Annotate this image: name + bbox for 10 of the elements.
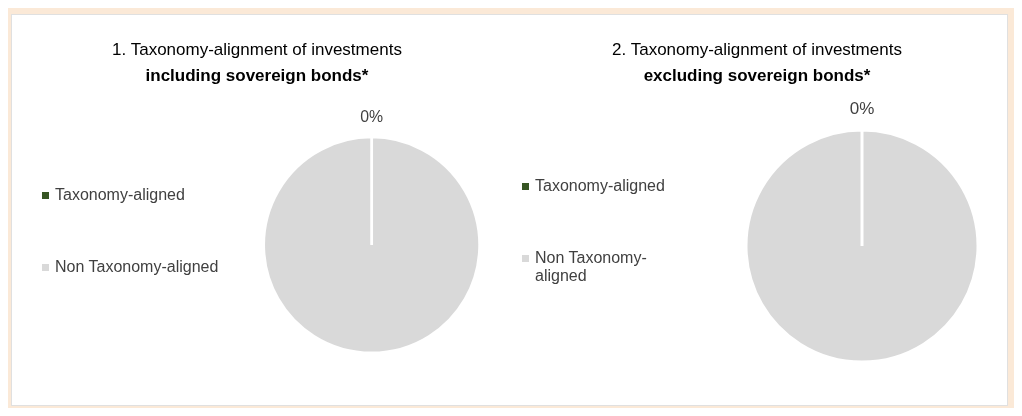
chart-subtitle: including sovereign bonds* — [144, 65, 370, 87]
chart-title: 1. Taxonomy-alignment of investments — [111, 39, 403, 61]
legend-label: Taxonomy-aligned — [535, 177, 665, 195]
legend-label: Non Taxonomy-aligned — [535, 249, 648, 285]
legend-label: Taxonomy-aligned — [55, 186, 186, 204]
chart-subtitle: excluding sovereign bonds* — [642, 65, 872, 87]
text: 0% — [360, 107, 384, 125]
chart-title: 2. Taxonomy-alignment of investments — [611, 39, 903, 61]
legend-label: Non Taxonomy-aligned — [55, 258, 220, 276]
text: 0% — [849, 98, 875, 118]
